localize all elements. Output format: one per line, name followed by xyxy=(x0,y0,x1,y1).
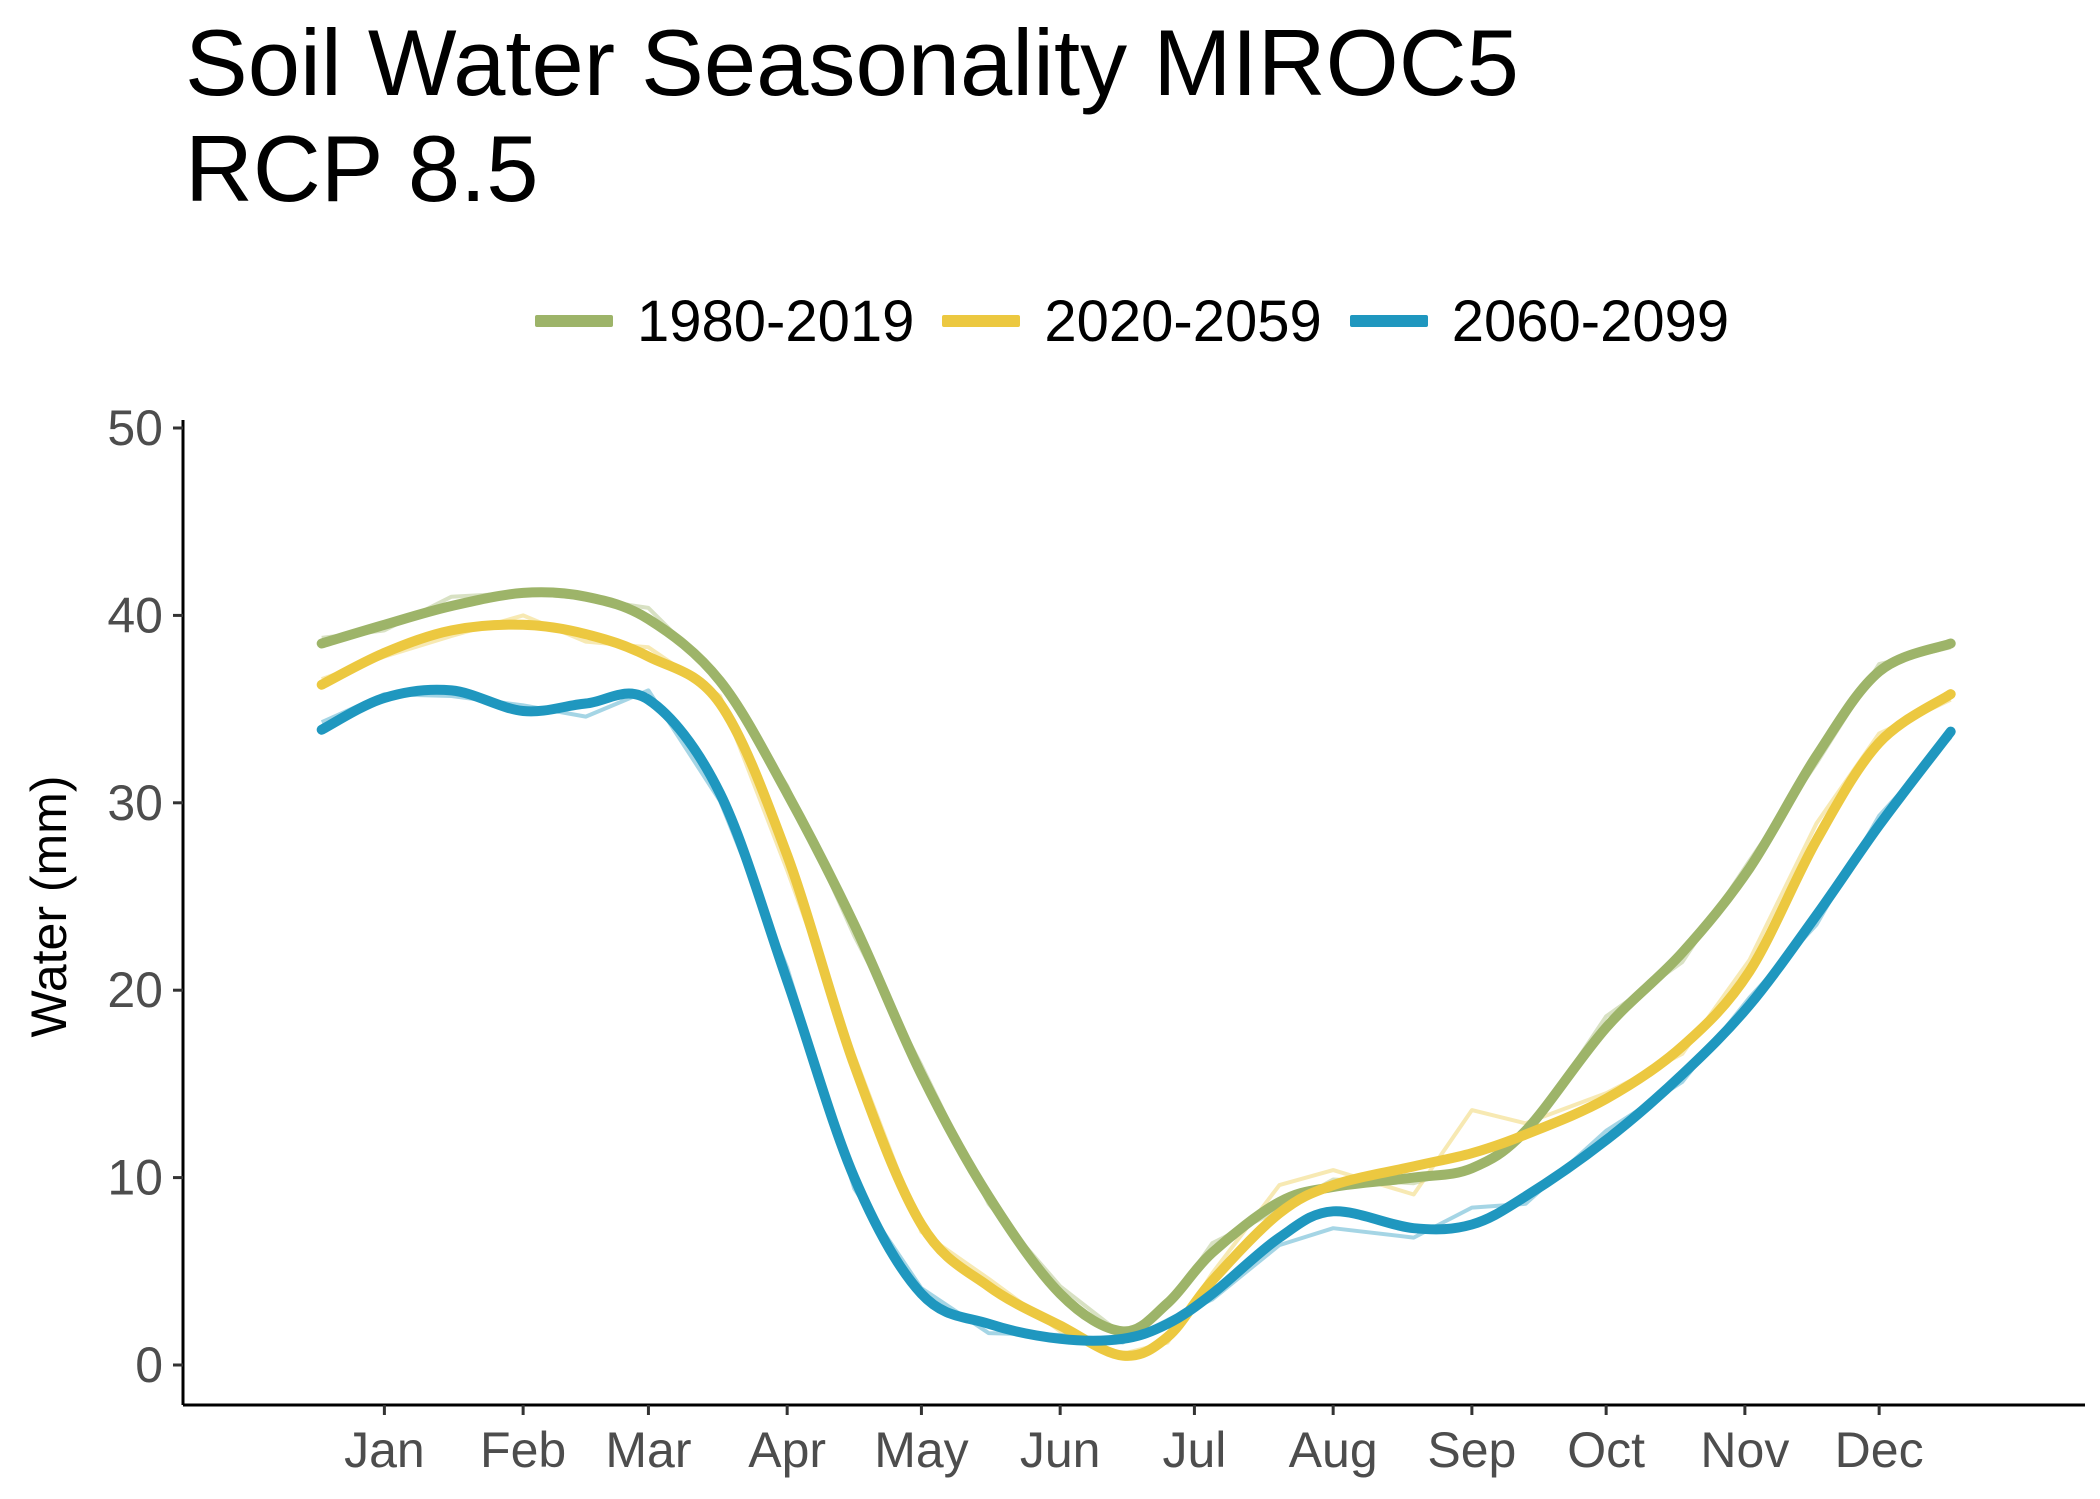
x-tick-label-mar: Mar xyxy=(605,1422,691,1478)
x-tick-label-dec: Dec xyxy=(1835,1422,1924,1478)
legend-label-2060-2099: 2060-2099 xyxy=(1451,288,1730,354)
x-tick-label-jun: Jun xyxy=(1020,1422,1101,1478)
series-smooth-line-1980-2019 xyxy=(316,587,1956,1337)
legend-label-2020-2059: 2020-2059 xyxy=(1044,288,1322,354)
y-axis: 0 10 20 30 40 50 xyxy=(107,400,185,1405)
legend-item-1980-2019: 1980-2019 xyxy=(535,288,914,355)
x-tick-label-may: May xyxy=(874,1422,968,1478)
x-axis: Jan Feb Mar Apr May Jun Jul Aug Sep Oct Nov Dec xyxy=(183,1403,2085,1478)
x-tick-label-sep: Sep xyxy=(1427,1422,1516,1478)
y-tick-label: 30 xyxy=(107,775,163,831)
series-daily-line-2060-2099 xyxy=(320,688,1953,1345)
series-smooth-line-2060-2099 xyxy=(316,684,1956,1346)
legend-item-2060-2099: 2060-2099 xyxy=(1349,288,1730,355)
legend-item-2020-2059: 2020-2059 xyxy=(942,288,1322,355)
legend: 1980-2019 2020-2059 2060-2099 xyxy=(535,288,1757,354)
series-daily-line-2020-2059 xyxy=(321,613,1952,1356)
chart-title-line-2: RCP 8.5 xyxy=(185,116,539,221)
chart-title-line-1: Soil Water Seasonality MIROC5 xyxy=(185,10,1519,115)
x-tick-label-nov: Nov xyxy=(1700,1422,1789,1478)
x-tick-label-aug: Aug xyxy=(1289,1422,1378,1478)
y-tick-label: 50 xyxy=(107,400,163,456)
x-tick-label-jul: Jul xyxy=(1162,1422,1226,1478)
series-lines xyxy=(316,587,1956,1361)
x-tick-label-apr: Apr xyxy=(748,1422,826,1478)
series-smooth-line-2020-2059 xyxy=(316,619,1956,1361)
x-tick-label-oct: Oct xyxy=(1567,1422,1645,1478)
chart-title: Soil Water Seasonality MIROC5 RCP 8.5 xyxy=(185,10,1519,222)
y-tick-label: 10 xyxy=(107,1150,163,1206)
y-tick-label: 0 xyxy=(135,1337,163,1393)
y-tick-label: 20 xyxy=(107,962,163,1018)
x-tick-label-jan: Jan xyxy=(344,1422,425,1478)
legend-swatch-1980-2019 xyxy=(535,315,613,327)
y-axis-title: Water (mm) xyxy=(21,776,77,1038)
x-tick-label-feb: Feb xyxy=(480,1422,566,1478)
legend-swatch-2060-2099 xyxy=(1349,315,1428,327)
legend-swatch-2020-2059 xyxy=(942,315,1021,327)
legend-label-1980-2019: 1980-2019 xyxy=(637,288,915,354)
y-tick-label: 40 xyxy=(107,587,163,643)
